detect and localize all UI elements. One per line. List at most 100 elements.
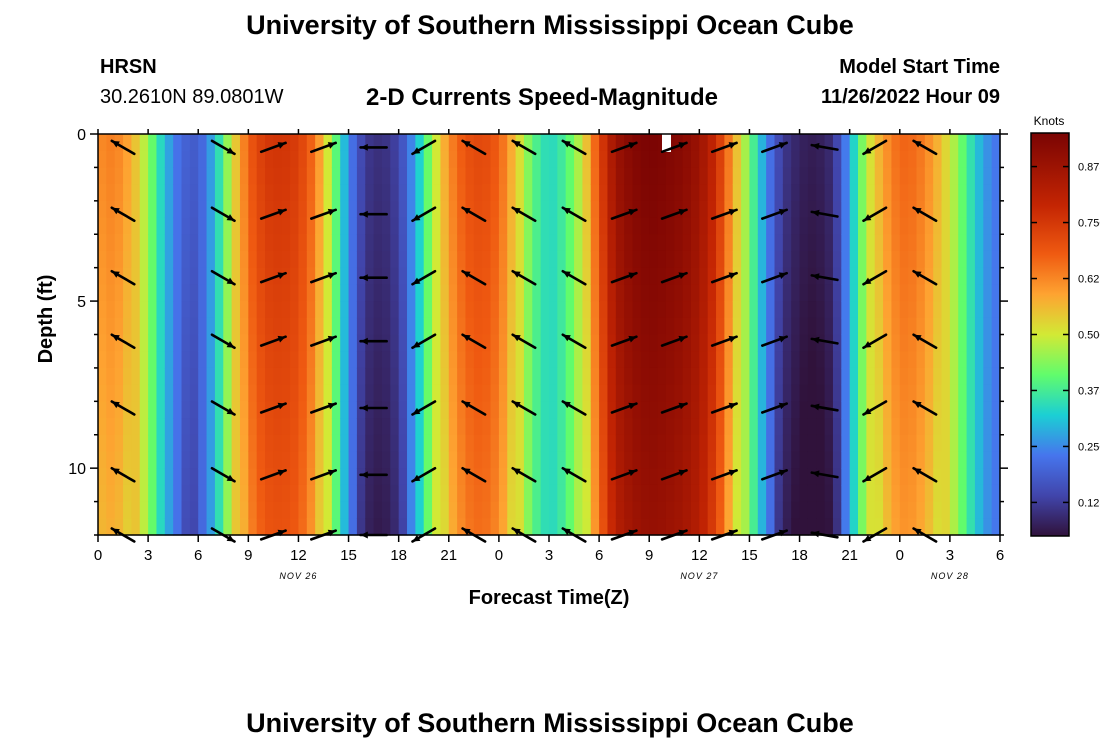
heatmap-cell bbox=[114, 301, 124, 319]
heatmap-cell bbox=[933, 501, 943, 519]
heatmap-cell bbox=[891, 200, 901, 219]
heatmap-cell bbox=[323, 184, 333, 202]
heatmap-cell bbox=[231, 134, 241, 152]
heatmap-cell bbox=[223, 484, 233, 503]
heatmap-cell bbox=[98, 250, 107, 269]
heatmap-cell bbox=[381, 401, 391, 419]
heatmap-cell bbox=[574, 501, 584, 519]
heatmap-cell bbox=[373, 284, 383, 302]
heatmap-cell bbox=[340, 468, 350, 486]
heatmap-cell bbox=[290, 518, 300, 536]
heatmap-cell bbox=[866, 451, 876, 469]
heatmap-cell bbox=[657, 217, 667, 235]
heatmap-cell bbox=[448, 150, 458, 169]
heatmap-cell bbox=[290, 418, 300, 436]
heatmap-cell bbox=[624, 418, 634, 436]
heatmap-cell bbox=[206, 351, 216, 369]
heatmap-cell bbox=[807, 418, 817, 436]
heatmap-cell bbox=[908, 384, 918, 402]
heatmap-cell bbox=[933, 484, 943, 503]
heatmap-cell bbox=[841, 184, 851, 202]
heatmap-cell bbox=[874, 418, 884, 436]
heatmap-cell bbox=[315, 267, 325, 285]
heatmap-cell bbox=[198, 250, 208, 269]
heatmap-cell bbox=[440, 234, 450, 252]
heatmap-cell bbox=[749, 384, 759, 402]
heatmap-cell bbox=[924, 451, 934, 469]
heatmap-cell bbox=[256, 484, 266, 503]
heatmap-cell bbox=[582, 250, 592, 269]
heatmap-cell bbox=[766, 167, 776, 185]
current-vector bbox=[610, 271, 638, 284]
heatmap-cell bbox=[398, 468, 408, 486]
heatmap-cell bbox=[966, 150, 976, 169]
heatmap-cell bbox=[239, 334, 249, 352]
heatmap-cell bbox=[390, 184, 400, 202]
current-vector bbox=[511, 333, 537, 350]
heatmap-cell bbox=[148, 518, 158, 536]
heatmap-cell bbox=[265, 317, 274, 336]
heatmap-cell bbox=[139, 301, 149, 319]
heatmap-cell bbox=[365, 468, 375, 486]
heatmap-cell bbox=[665, 451, 675, 469]
heatmap-cell bbox=[590, 150, 600, 169]
heatmap-cell bbox=[974, 451, 984, 469]
heatmap-cell bbox=[432, 384, 442, 402]
heatmap-cell bbox=[899, 167, 909, 185]
heatmap-cell bbox=[749, 301, 759, 319]
heatmap-cell bbox=[532, 351, 542, 369]
heatmap-cell bbox=[156, 301, 166, 319]
heatmap-cell bbox=[390, 134, 400, 152]
heatmap-cell bbox=[340, 367, 350, 386]
heatmap-cell bbox=[549, 317, 558, 336]
heatmap-cell bbox=[874, 351, 884, 369]
heatmap-cell bbox=[507, 434, 517, 453]
heatmap-cell bbox=[841, 234, 851, 252]
heatmap-cell bbox=[356, 518, 366, 536]
heatmap-cell bbox=[599, 284, 609, 302]
heatmap-cell bbox=[356, 267, 366, 285]
heatmap-cell bbox=[523, 150, 533, 169]
heatmap-cell bbox=[849, 184, 859, 202]
x-tick-label: 6 bbox=[595, 547, 603, 564]
heatmap-cell bbox=[883, 184, 893, 202]
heatmap-cell bbox=[891, 351, 901, 369]
heatmap-cell bbox=[423, 418, 433, 436]
heatmap-cell bbox=[214, 184, 224, 202]
heatmap-cell bbox=[816, 367, 826, 386]
heatmap-cell bbox=[799, 418, 809, 436]
heatmap-cell bbox=[557, 184, 567, 202]
heatmap-cell bbox=[858, 434, 867, 453]
heatmap-cell bbox=[549, 134, 558, 152]
heatmap-cell bbox=[198, 267, 208, 285]
heatmap-cell bbox=[741, 367, 751, 386]
heatmap-cell bbox=[866, 418, 876, 436]
heatmap-cell bbox=[98, 501, 107, 519]
heatmap-cell bbox=[348, 484, 358, 503]
heatmap-cell bbox=[540, 267, 550, 285]
heatmap-cell bbox=[340, 267, 350, 285]
heatmap-cell bbox=[974, 351, 984, 369]
heatmap-cell bbox=[933, 217, 943, 235]
heatmap-cell bbox=[966, 401, 976, 419]
heatmap-cell bbox=[741, 351, 751, 369]
heatmap-cell bbox=[624, 434, 634, 453]
heatmap-cell bbox=[490, 217, 500, 235]
heatmap-cell bbox=[774, 434, 784, 453]
heatmap-cell bbox=[114, 384, 124, 402]
heatmap-cell bbox=[841, 267, 851, 285]
heatmap-cell bbox=[966, 518, 976, 536]
heatmap-cell bbox=[515, 384, 525, 402]
heatmap-cell bbox=[682, 150, 692, 169]
heatmap-cell bbox=[924, 200, 934, 219]
heatmap-cell bbox=[841, 284, 851, 302]
heatmap-cell bbox=[139, 267, 149, 285]
heatmap-cell bbox=[640, 418, 650, 436]
heatmap-cell bbox=[507, 484, 517, 503]
heatmap-cell bbox=[607, 367, 617, 386]
heatmap-cell bbox=[273, 284, 283, 302]
heatmap-cell bbox=[164, 351, 174, 369]
heatmap-cell bbox=[799, 234, 809, 252]
heatmap-cell bbox=[223, 217, 233, 235]
heatmap-cell bbox=[281, 468, 291, 486]
